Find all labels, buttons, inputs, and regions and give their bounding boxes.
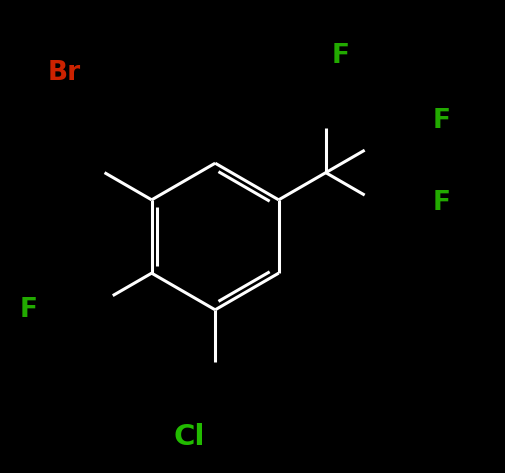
Text: Cl: Cl [173,423,205,451]
Text: F: F [20,297,38,323]
Text: Br: Br [47,61,80,86]
Text: F: F [432,191,450,216]
Text: F: F [331,43,349,69]
Text: F: F [432,108,450,133]
